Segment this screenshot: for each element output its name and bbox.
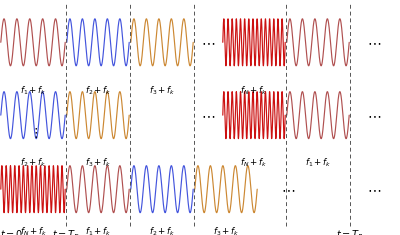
Text: $f_2+f_k$: $f_2+f_k$ bbox=[85, 85, 111, 97]
Text: $t=T_E$: $t=T_E$ bbox=[52, 228, 80, 235]
Text: $f_3+f_k$: $f_3+f_k$ bbox=[85, 156, 111, 169]
Text: $\vdots$: $\vdots$ bbox=[29, 126, 38, 140]
Text: $\cdots$: $\cdots$ bbox=[367, 35, 381, 49]
Text: $f_1+f_k$: $f_1+f_k$ bbox=[85, 226, 111, 235]
Text: $f_3+f_k$: $f_3+f_k$ bbox=[213, 226, 239, 235]
Text: $\cdots$: $\cdots$ bbox=[201, 108, 215, 122]
Text: $\cdots$: $\cdots$ bbox=[281, 182, 295, 196]
Text: $f_1+f_k$: $f_1+f_k$ bbox=[20, 85, 46, 97]
Text: $f_2+f_k$: $f_2+f_k$ bbox=[149, 226, 175, 235]
Text: $\cdots$: $\cdots$ bbox=[367, 182, 381, 196]
Text: $\cdots$: $\cdots$ bbox=[201, 35, 215, 49]
Text: $f_1+f_k$: $f_1+f_k$ bbox=[305, 156, 331, 169]
Text: $\cdots$: $\cdots$ bbox=[367, 108, 381, 122]
Text: $t=0$: $t=0$ bbox=[0, 228, 23, 235]
Text: $t=T_P$: $t=T_P$ bbox=[336, 228, 364, 235]
Text: $f_N+f_k$: $f_N+f_k$ bbox=[240, 85, 268, 97]
Text: $f_N+f_k$: $f_N+f_k$ bbox=[240, 156, 268, 169]
Text: $f_3+f_k$: $f_3+f_k$ bbox=[149, 85, 175, 97]
Text: $f_N+f_k$: $f_N+f_k$ bbox=[20, 226, 47, 235]
Text: $f_2+f_k$: $f_2+f_k$ bbox=[20, 156, 46, 169]
